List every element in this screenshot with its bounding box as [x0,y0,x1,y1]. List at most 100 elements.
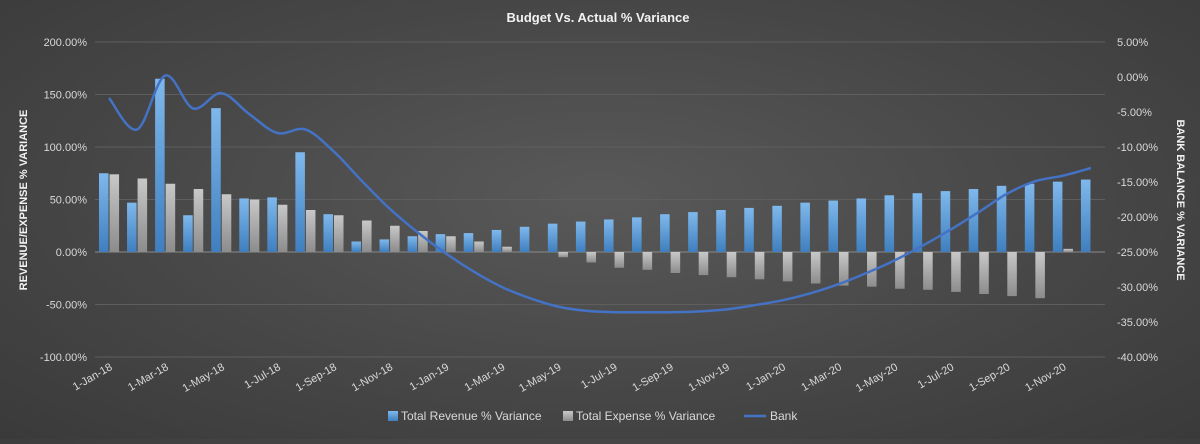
revenue-bar [744,207,754,252]
x-tick-label: 1-May-18 [181,361,227,395]
x-tick-label: 1-Jan-18 [71,361,115,393]
expense-bar [418,231,428,252]
x-tick-label: 1-Sep-19 [630,361,675,394]
revenue-bar [1024,183,1035,252]
x-tick-label: 1-Jan-20 [744,361,788,393]
y-tick-label-left: -100.00% [40,352,87,364]
y-tick-label-right: -20.00% [1117,212,1158,224]
revenue-bar [267,197,277,252]
expense-bar [221,194,232,252]
revenue-bar [519,226,530,252]
expense-bar [474,241,484,252]
expense-bar [390,225,400,252]
y-tick-label-right: 5.00% [1117,37,1148,49]
x-tick-label: 1-Jul-20 [916,361,956,391]
x-tick-label: 1-May-20 [854,361,900,395]
revenue-bar [155,78,165,252]
expense-bar [249,199,260,252]
expense-bar [923,252,933,290]
revenue-bar [856,198,867,252]
revenue-bar [463,233,474,252]
revenue-bar [435,234,446,252]
x-tick-label: 1-Jan-19 [408,361,452,393]
chart-title: Budget Vs. Actual % Variance [506,10,689,25]
revenue-bar [98,173,109,252]
x-tick-label: 1-Mar-20 [799,361,844,394]
revenue-bar [239,198,249,252]
revenue-bar [1080,179,1091,252]
expense-bar [446,236,456,252]
y-tick-label-left: 200.00% [44,37,88,49]
expense-bar [1007,252,1017,297]
axes: 200.00% 150.00% 100.00% 50.00% 0.00% -50.00% -… [40,37,1158,395]
legend-label: Total Expense % Variance [576,409,716,423]
legend-swatch [388,411,398,421]
revenue-bar [800,202,810,252]
y-tick-label-left: 100.00% [44,142,88,154]
revenue-bar [547,223,558,252]
legend: Total Revenue % Variance Total Expense % … [388,409,798,423]
expense-bar [1035,252,1045,299]
bank-line [108,74,1092,314]
bars [98,78,1091,299]
expense-bar [502,246,512,252]
revenue-bar [968,189,979,252]
legend-swatch [563,411,573,421]
y-tick-label-right: -25.00% [1117,247,1158,259]
x-tick-label: 1-Nov-18 [350,361,395,394]
revenue-bar [323,214,333,252]
revenue-bar [491,229,502,252]
expense-bar [558,252,568,258]
expense-bar [979,252,989,294]
revenue-bar [828,200,838,252]
revenue-bar [603,219,614,252]
expense-bar [109,174,120,252]
revenue-bar [407,236,418,252]
y-tick-label-right: -15.00% [1117,177,1158,189]
x-tick-label: 1-Sep-20 [967,361,1012,394]
y-axis-left-title: REVENUE/EXPENSE % VARIANCE [18,110,30,291]
expense-bar [614,252,625,268]
expense-bar [726,252,737,278]
revenue-bar [575,221,586,252]
expense-bar [782,252,793,282]
revenue-bar [884,195,895,252]
expense-bar [838,252,849,286]
y-tick-label-right: -40.00% [1117,352,1158,364]
x-tick-label: 1-Jul-19 [579,361,619,391]
expense-bar [698,252,709,276]
expense-bar [1063,248,1073,252]
revenue-bar [183,215,193,252]
revenue-bar [912,193,923,252]
revenue-bar [127,202,137,252]
legend-label: Total Revenue % Variance [401,409,542,423]
x-tick-label: 1-Nov-19 [687,361,732,394]
expense-bar [642,252,653,270]
y-tick-label-right: -30.00% [1117,282,1158,294]
y-tick-label-left: 50.00% [50,195,88,207]
x-tick-label: 1-Mar-18 [126,361,171,394]
x-tick-label: 1-Mar-19 [463,361,508,394]
x-tick-label: 1-Sep-18 [294,361,339,394]
revenue-bar [211,108,221,253]
x-tick-label: 1-May-19 [517,361,563,395]
revenue-bar [351,241,362,252]
revenue-bar [716,210,726,252]
expense-bar [362,220,372,252]
expense-bar [333,215,344,252]
revenue-bar [772,205,782,252]
revenue-bar [660,214,670,252]
expense-bar [810,252,821,284]
expense-bar [586,252,597,263]
revenue-bar [632,217,642,252]
revenue-bar [379,239,390,252]
y-tick-label-left: 0.00% [56,247,87,259]
expense-bar [137,178,148,252]
y-tick-label-right: -35.00% [1117,317,1158,329]
y-tick-label-left: 150.00% [44,90,88,102]
revenue-bar [295,152,305,252]
expense-bar [193,189,204,252]
y-tick-label-right: -5.00% [1117,107,1152,119]
legend-label: Bank [770,409,798,423]
